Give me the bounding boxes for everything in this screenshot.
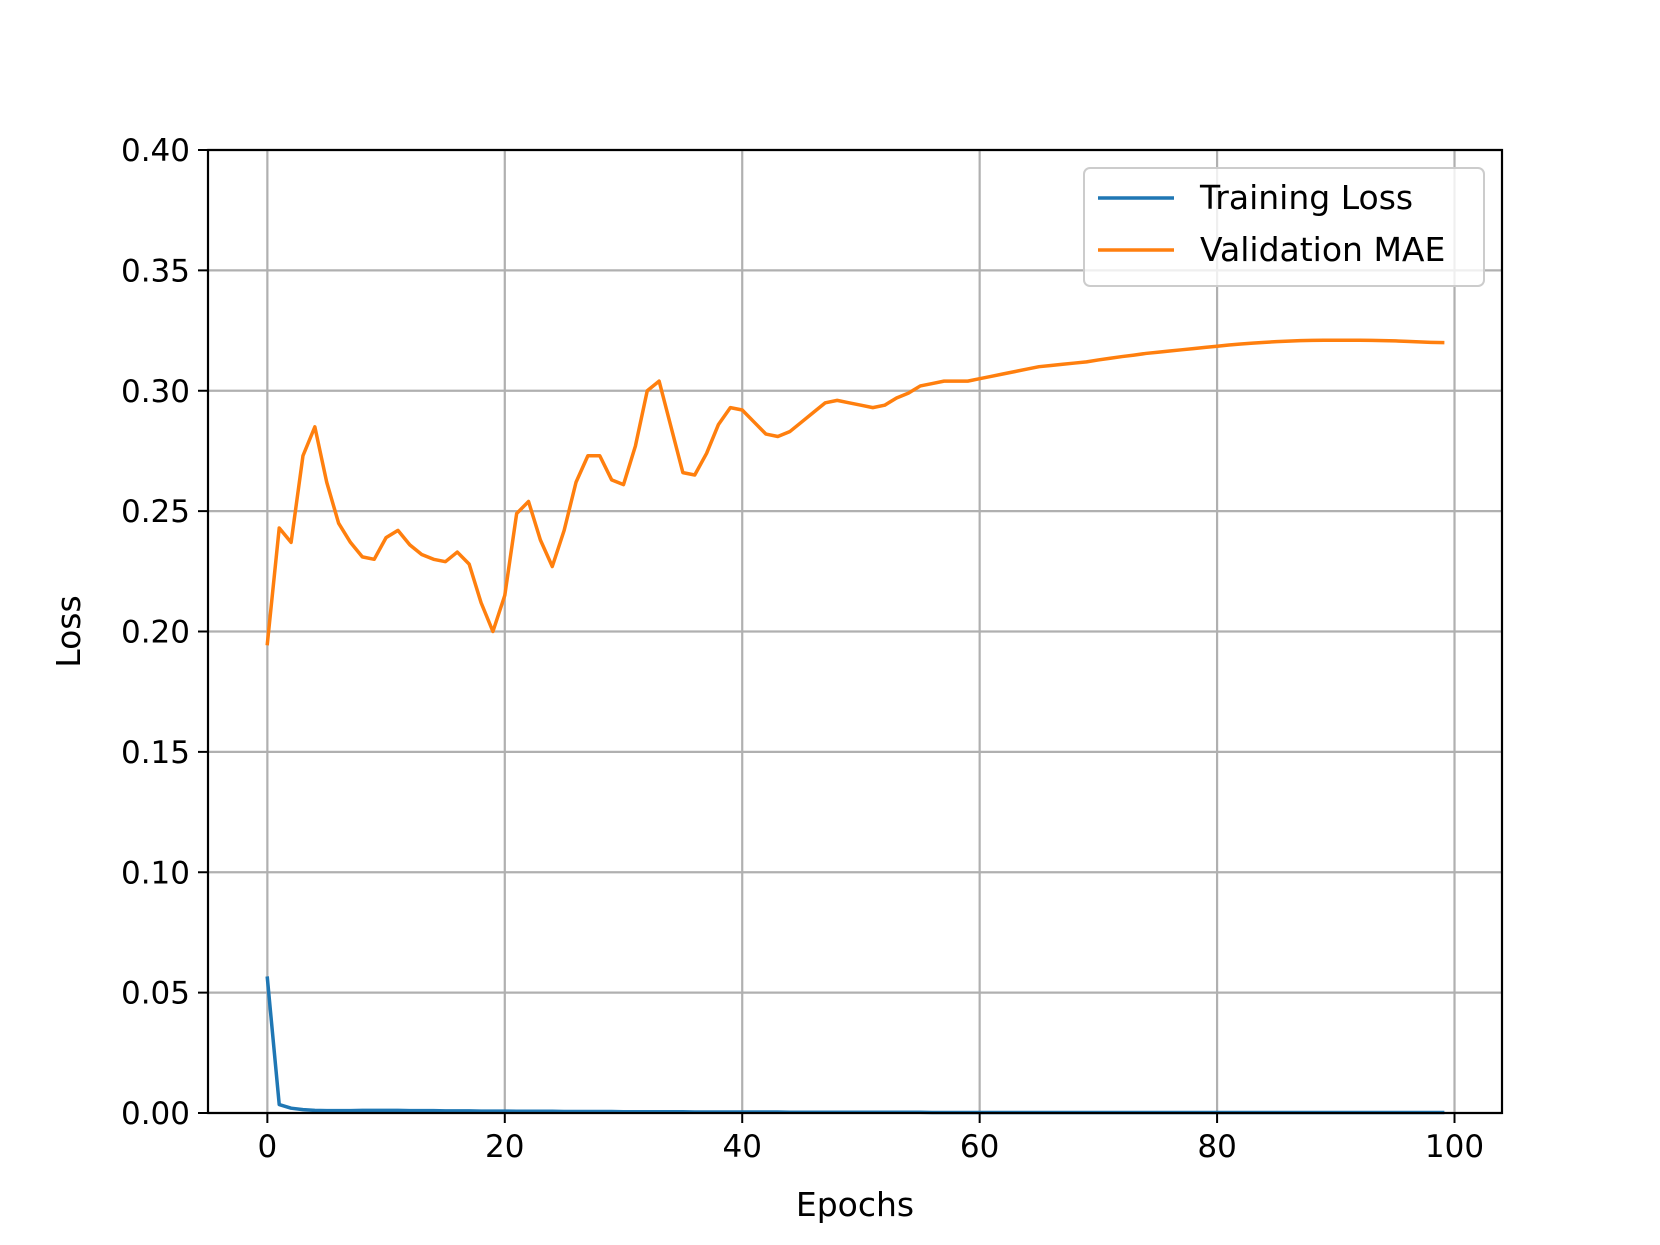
y-axis-label: Loss [49, 595, 88, 667]
y-tick-label: 0.05 [121, 976, 190, 1012]
y-tick-label: 0.15 [121, 735, 190, 771]
x-tick-label: 0 [257, 1129, 277, 1165]
x-tick-label: 100 [1425, 1129, 1484, 1165]
y-tick-label: 0.40 [121, 133, 190, 169]
x-tick-label: 80 [1197, 1129, 1236, 1165]
x-axis-ticks: 0 20 40 60 80 100 [257, 1113, 1484, 1165]
legend-box [1083, 167, 1485, 287]
x-axis-label: Epochs [796, 1185, 914, 1224]
legend-label-training-loss: Training Loss [1199, 178, 1413, 217]
y-axis-ticks: 0.00 0.05 0.10 0.15 0.20 0.25 0.30 0.35 0.40 [121, 133, 208, 1132]
x-tick-label: 40 [722, 1129, 761, 1165]
x-tick-label: 60 [960, 1129, 999, 1165]
x-tick-label: 20 [485, 1129, 524, 1165]
y-tick-label: 0.20 [121, 615, 190, 651]
y-tick-label: 0.00 [121, 1096, 190, 1132]
y-tick-label: 0.10 [121, 855, 190, 891]
y-tick-label: 0.35 [121, 253, 190, 289]
legend: Training Loss Validation MAE [1083, 167, 1485, 287]
legend-label-validation-mae: Validation MAE [1200, 230, 1445, 269]
y-tick-label: 0.30 [121, 374, 190, 410]
series-line-validation-mae [265, 338, 1445, 646]
y-tick-label: 0.25 [121, 494, 190, 530]
